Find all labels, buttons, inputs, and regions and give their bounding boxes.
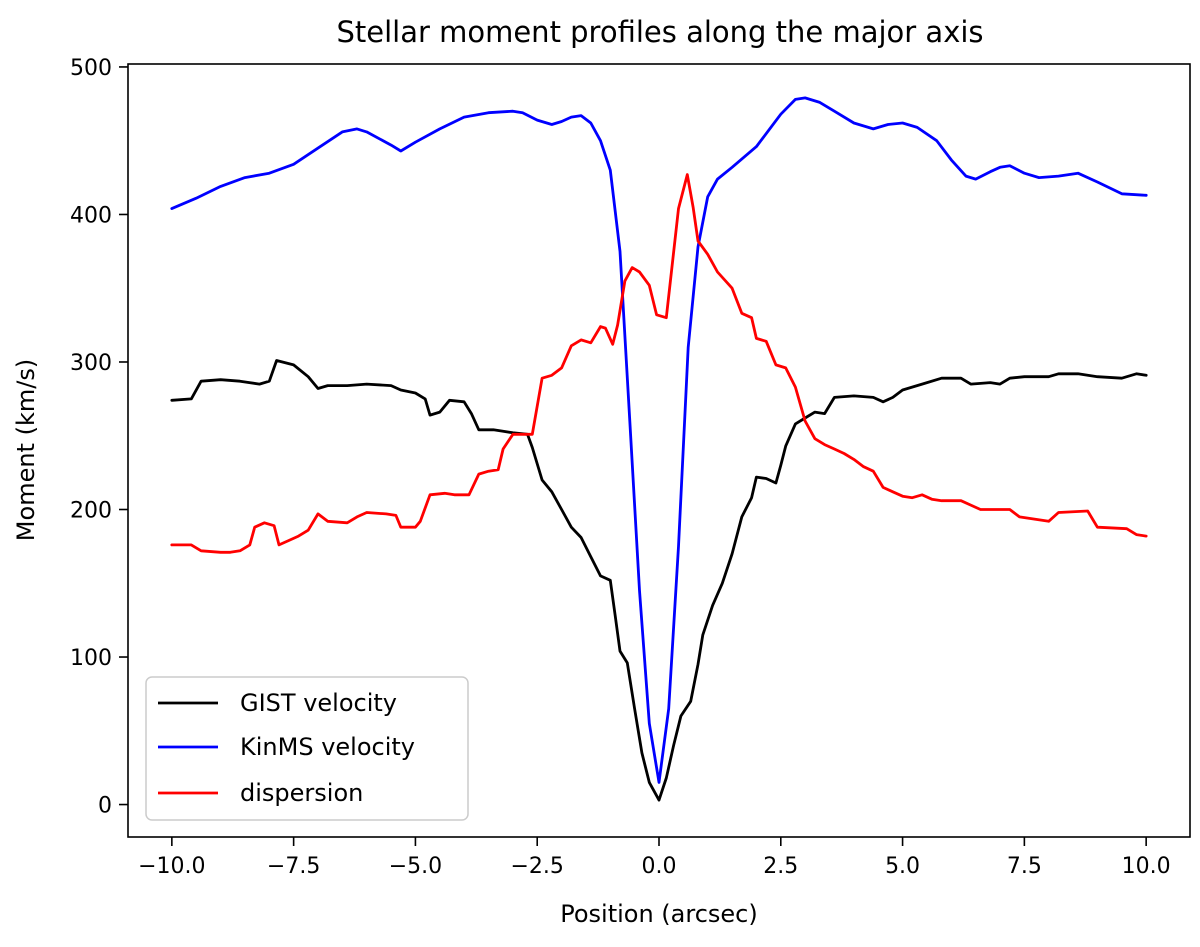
y-tick-label: 500: [70, 56, 112, 81]
x-axis-label: Position (arcsec): [560, 900, 758, 928]
y-tick-label: 100: [70, 646, 112, 671]
legend-label: dispersion: [240, 779, 363, 807]
series-line-0: [170, 359, 1148, 802]
legend-box: [145, 676, 469, 821]
series-layer: [170, 96, 1148, 802]
x-tick-label: 5.0: [885, 854, 920, 879]
y-axis-label: Moment (km/s): [12, 359, 40, 541]
x-axis: −10.0 −7.5 −5.0 −2.5 0.0 2.5 5.0 7.5 10.0: [138, 837, 1171, 879]
y-axis: 0 100 200 300 400 500: [70, 56, 128, 819]
legend-label: GIST velocity: [240, 689, 397, 717]
x-tick-label: −7.5: [267, 854, 320, 879]
y-tick-label: 200: [70, 499, 112, 524]
chart-title: Stellar moment profiles along the major …: [336, 15, 983, 49]
x-tick-label: 0.0: [642, 854, 677, 879]
x-tick-label: 7.5: [1007, 854, 1042, 879]
y-tick-label: 0: [98, 794, 112, 819]
y-tick-label: 300: [70, 351, 112, 376]
x-tick-label: −10.0: [138, 854, 205, 879]
y-tick-label: 400: [70, 203, 112, 228]
x-tick-label: −2.5: [511, 854, 564, 879]
legend: GIST velocity KinMS velocity dispersion: [145, 676, 469, 821]
series-line-1: [170, 96, 1148, 784]
x-tick-label: −5.0: [389, 854, 442, 879]
x-tick-label: 2.5: [763, 854, 798, 879]
legend-label: KinMS velocity: [240, 733, 415, 761]
legend-entries: GIST velocity KinMS velocity dispersion: [158, 689, 415, 807]
x-tick-label: 10.0: [1122, 854, 1171, 879]
series-line-2: [170, 173, 1148, 554]
